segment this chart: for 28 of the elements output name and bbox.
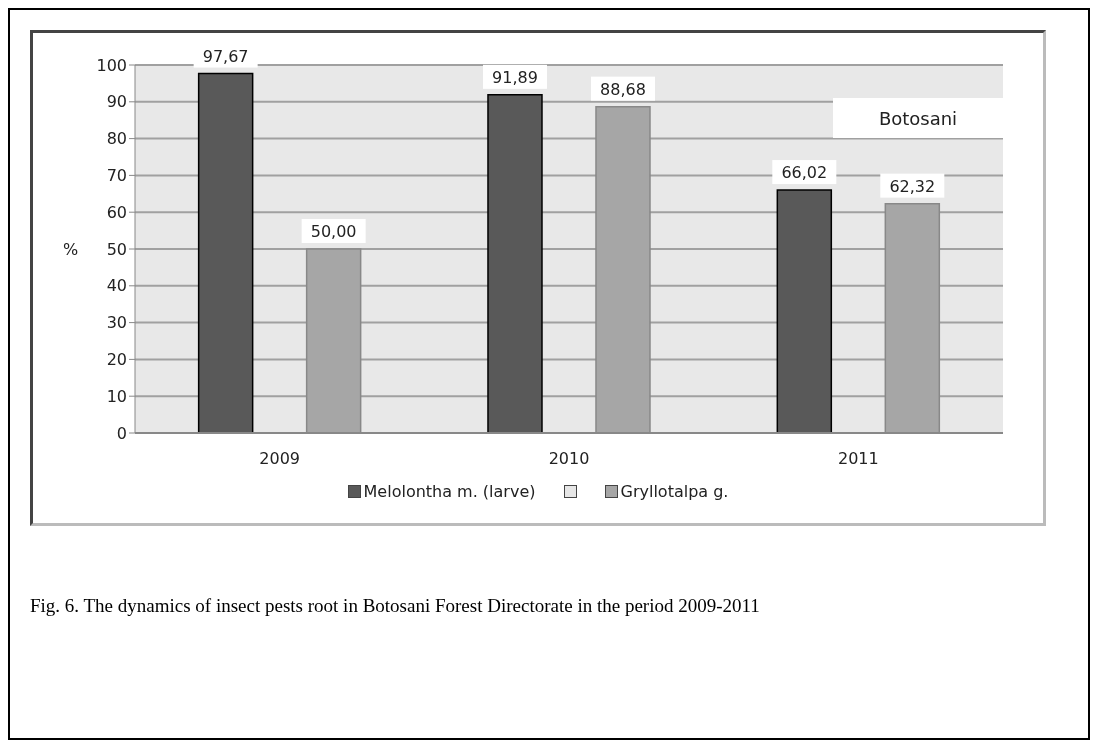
- text-box: Botosani: [833, 98, 1003, 138]
- y-tick-label: 60: [106, 202, 127, 222]
- legend-label: Gryllotalpa g.: [620, 482, 729, 501]
- y-tick-label: 90: [106, 92, 127, 112]
- y-tick-label: 50: [106, 239, 127, 259]
- y-tick-label: 10: [106, 386, 127, 406]
- y-tick-label: 30: [106, 313, 127, 333]
- data-label: 88,68: [600, 79, 646, 99]
- x-tick-label: 2010: [548, 449, 590, 469]
- bar: [776, 189, 833, 433]
- bar: [197, 72, 254, 433]
- data-label: 97,67: [202, 46, 249, 66]
- y-tick-label: 100: [96, 55, 127, 75]
- data-label: 91,89: [492, 67, 538, 87]
- caption: Fig. 6. The dynamics of insect pests root in Botosani Forest Directorate in the period 2009-2011: [30, 595, 760, 617]
- y-tick-label: 40: [106, 276, 127, 296]
- x-tick-label: 2009: [259, 449, 301, 469]
- bar: [487, 94, 543, 433]
- data-label: 50,00: [310, 222, 357, 241]
- y-tick-label: 70: [106, 166, 127, 186]
- y-tick-label: 80: [106, 129, 127, 149]
- data-label: 66,02: [781, 163, 828, 183]
- y-axis-title: %: [63, 239, 79, 259]
- y-tick-label: 20: [106, 350, 127, 370]
- data-label: 62,32: [889, 176, 936, 196]
- y-tick-label: 0: [116, 423, 127, 443]
- legend-label: Melolontha m. (larve): [363, 482, 536, 501]
- x-tick-label: 2011: [837, 449, 879, 469]
